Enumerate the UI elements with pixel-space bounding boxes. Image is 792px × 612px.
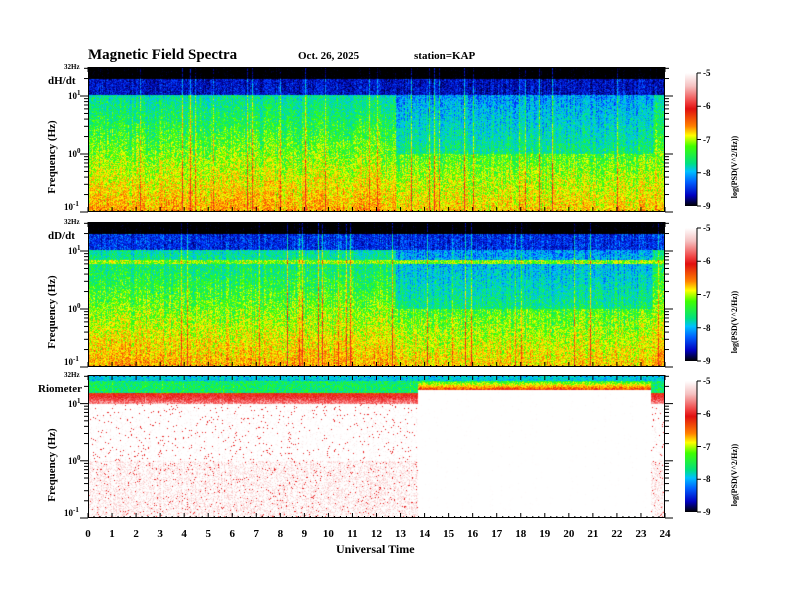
top-freq-label: 32Hz [64,63,80,71]
y-tick-label: 101 [68,396,81,409]
panel-label: dD/dt [48,230,75,242]
spectrogram-2 [88,375,665,518]
figure-title: Magnetic Field Spectra [88,47,238,63]
x-tick-label: 9 [301,528,308,540]
spectrogram-1 [88,222,665,367]
colorbar-tick: -9 [703,507,711,517]
x-tick-label: 15 [443,528,455,540]
date-label: Oct. 26, 2025 [298,50,360,62]
top-freq-label: 32Hz [64,218,80,226]
colorbar-tick: -5 [703,223,711,233]
x-tick-label: 13 [395,528,407,540]
y-tick-label: 101 [68,244,81,257]
x-tick-label: 16 [467,528,479,540]
y-tick-label: 10-1 [64,200,79,213]
station-label: station=KAP [414,50,476,62]
x-tick-label: 6 [229,528,236,540]
x-tick-label: 10 [322,528,334,540]
colorbar-tick: -6 [703,101,711,112]
colorbar-tick: -8 [703,167,711,178]
y-tick-label: 10-1 [64,355,79,368]
colorbar-tick: -8 [703,322,711,333]
x-tick-label: 20 [563,528,575,540]
colorbar-tick: -5 [703,376,711,386]
x-tick-label: 0 [85,528,91,540]
x-tick-label: 1 [109,528,115,540]
x-tick-label: 5 [205,528,211,540]
colorbar-tick: -7 [703,441,711,452]
top-freq-label: 32Hz [64,371,80,379]
x-tick-label: 12 [371,528,382,540]
x-tick-label: 8 [277,528,284,540]
x-tick-label: 3 [157,528,163,540]
x-tick-label: 11 [347,528,358,540]
colorbar-tick: -7 [703,134,711,145]
colorbar [685,73,697,206]
colorbar-tick: -8 [703,474,711,485]
x-tick-label: 7 [253,528,260,540]
panel-label: Riometer [38,383,82,395]
colorbar [685,381,697,512]
x-tick-label: 2 [133,528,139,540]
y-tick-label: 100 [68,453,81,466]
x-tick-label: 14 [419,528,431,540]
colorbar-tick: -9 [703,356,711,366]
colorbar [685,228,697,361]
y-tick-label: 100 [68,147,81,160]
x-tick-label: 18 [515,528,527,540]
y-tick-label: 10-1 [64,506,79,519]
x-tick-label: 19 [539,528,551,540]
colorbar-tick: -5 [703,68,711,78]
x-tick-label: 17 [491,528,503,540]
x-tick-label: 22 [611,528,623,540]
x-tick-label: 4 [181,528,187,540]
colorbar-tick: -6 [703,408,711,419]
colorbar-tick: -9 [703,201,711,211]
spectrogram-0 [88,67,665,212]
colorbar-tick: -6 [703,256,711,267]
x-tick-label: 24 [659,528,671,540]
panel-label: dH/dt [48,75,76,87]
x-tick-label: 23 [635,528,647,540]
x-tick-label: 21 [587,528,599,540]
y-tick-label: 100 [68,302,81,315]
colorbar-tick: -7 [703,289,711,300]
y-tick-label: 101 [68,89,81,102]
x-axis-label: Universal Time [336,542,415,556]
